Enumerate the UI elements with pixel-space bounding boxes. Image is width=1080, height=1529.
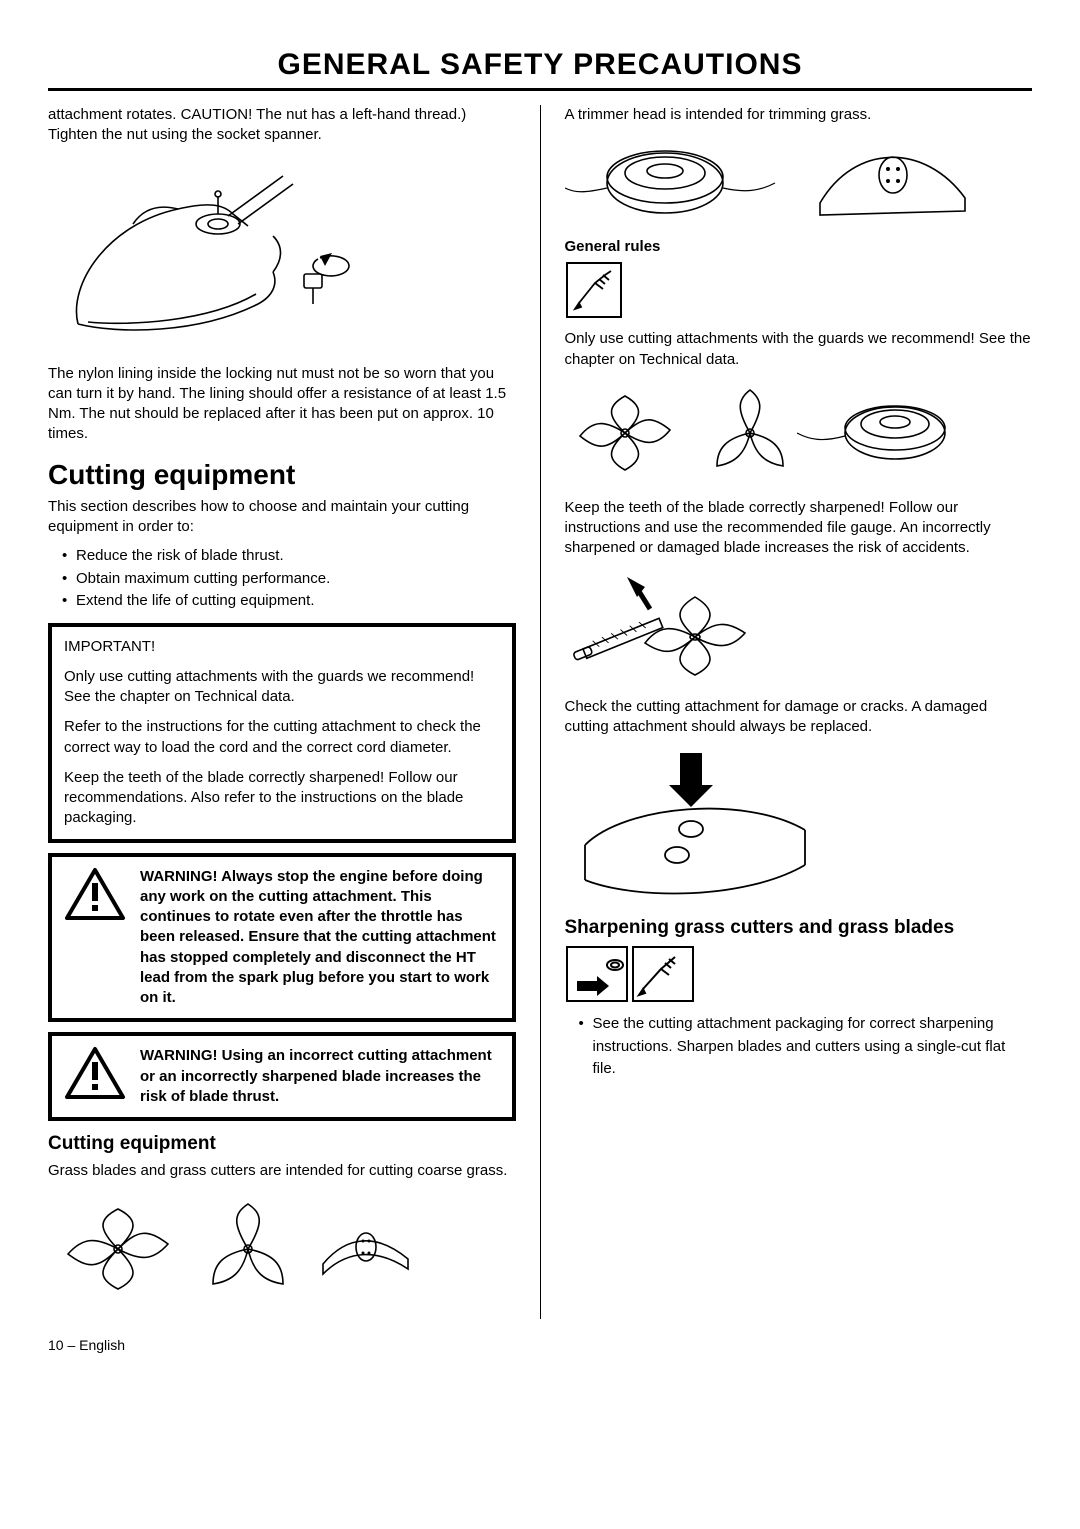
intro-paragraph-2: The nylon lining inside the locking nut … bbox=[48, 364, 516, 445]
two-column-layout: attachment rotates. CAUTION! The nut has… bbox=[48, 105, 1032, 1319]
subheading-general-rules: General rules bbox=[565, 238, 1033, 255]
sharpen-list: See the cutting attachment packaging for… bbox=[565, 1013, 1033, 1081]
objectives-list: Reduce the risk of blade thrust. Obtain … bbox=[48, 545, 516, 613]
important-p1: Only use cutting attachments with the gu… bbox=[64, 667, 500, 708]
rules-paragraph: Only use cutting attachments with the gu… bbox=[565, 329, 1033, 370]
warning-text-2: WARNING! Using an incorrect cutting atta… bbox=[140, 1046, 500, 1107]
warning-box-1: WARNING! Always stop the engine before d… bbox=[48, 853, 516, 1023]
warning-box-2: WARNING! Using an incorrect cutting atta… bbox=[48, 1032, 516, 1121]
figure-locking-nut bbox=[48, 154, 516, 354]
page-title: GENERAL SAFETY PRECAUTIONS bbox=[48, 48, 1032, 91]
teeth-paragraph: Keep the teeth of the blade correctly sh… bbox=[565, 498, 1033, 559]
subheading-cutting-equipment: Cutting equipment bbox=[48, 1133, 516, 1155]
list-item: Obtain maximum cutting performance. bbox=[62, 568, 516, 591]
figure-sharpen-icons bbox=[565, 945, 1033, 1003]
intro-paragraph-1: attachment rotates. CAUTION! The nut has… bbox=[48, 105, 516, 146]
right-column: A trimmer head is intended for trimming … bbox=[565, 105, 1033, 1319]
list-item: Reduce the risk of blade thrust. bbox=[62, 545, 516, 568]
warning-text-1: WARNING! Always stop the engine before d… bbox=[140, 867, 500, 1009]
figure-grass-blades bbox=[48, 1189, 516, 1309]
figure-file-blade bbox=[565, 567, 1033, 687]
important-heading: IMPORTANT! bbox=[64, 637, 500, 657]
subheading-sharpening: Sharpening grass cutters and grass blade… bbox=[565, 917, 1033, 939]
important-p2: Refer to the instructions for the cuttin… bbox=[64, 717, 500, 758]
damage-paragraph: Check the cutting attachment for damage … bbox=[565, 697, 1033, 738]
heading-cutting-equipment: Cutting equipment bbox=[48, 459, 516, 491]
grass-blades-paragraph: Grass blades and grass cutters are inten… bbox=[48, 1161, 516, 1181]
figure-attachments bbox=[565, 378, 1033, 488]
figure-trimmer-head bbox=[565, 133, 1033, 228]
choose-maintain-paragraph: This section describes how to choose and… bbox=[48, 497, 516, 538]
warning-icon bbox=[64, 867, 126, 926]
list-item: See the cutting attachment packaging for… bbox=[579, 1013, 1033, 1081]
important-box: IMPORTANT! Only use cutting attachments … bbox=[48, 623, 516, 843]
list-item: Extend the life of cutting equipment. bbox=[62, 590, 516, 613]
page-footer: 10 – English bbox=[48, 1337, 1032, 1353]
important-p3: Keep the teeth of the blade correctly sh… bbox=[64, 768, 500, 829]
warning-icon bbox=[64, 1046, 126, 1105]
left-column: attachment rotates. CAUTION! The nut has… bbox=[48, 105, 516, 1319]
column-divider bbox=[540, 105, 541, 1319]
trimmer-paragraph: A trimmer head is intended for trimming … bbox=[565, 105, 1033, 125]
figure-manual-icon bbox=[565, 261, 1033, 319]
figure-check-damage bbox=[565, 745, 1033, 905]
